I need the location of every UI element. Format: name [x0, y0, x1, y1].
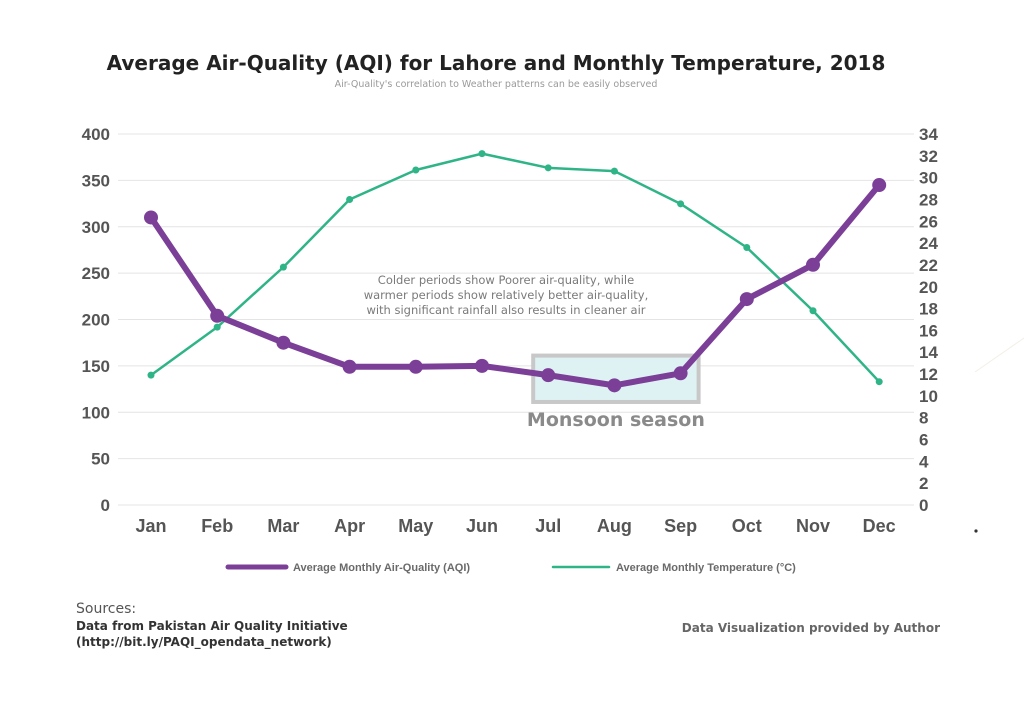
y-left-tick-label: 50 [91, 450, 110, 469]
monsoon-highlight-box [531, 353, 701, 404]
temperature-point[interactable] [346, 195, 354, 203]
annotation-line: with significant rainfall also results i… [366, 303, 645, 317]
gridlines [118, 133, 914, 506]
monsoon-label: Monsoon season [527, 409, 705, 431]
y-right-tick-label: 26 [919, 212, 938, 231]
x-tick-label: Aug [597, 516, 632, 536]
temperature-point[interactable] [677, 200, 685, 208]
y-right-tick-label: 4 [919, 452, 929, 471]
aqi-point[interactable] [607, 378, 622, 393]
sources-line-1: Data from Pakistan Air Quality Initiativ… [76, 619, 348, 633]
sources-line-2[interactable]: (http://bit.ly/PAQI_opendata_network) [76, 635, 332, 649]
monsoon-highlight: Monsoon season [527, 353, 705, 431]
sources-label: Sources: [76, 601, 137, 617]
y-right-tick-label: 14 [919, 343, 938, 362]
y-right-tick-label: 6 [919, 431, 928, 450]
y-right-tick-label: 0 [919, 496, 928, 515]
series-temperature [147, 150, 883, 386]
visualization-credit: Data Visualization provided by Author [681, 621, 940, 635]
aqi-point[interactable] [541, 368, 556, 383]
temperature-point[interactable] [610, 167, 618, 175]
aqi-line [148, 182, 883, 389]
temperature-point[interactable] [478, 150, 486, 158]
x-tick-label: Mar [267, 516, 299, 536]
temperature-point[interactable] [147, 371, 155, 379]
x-tick-label: Nov [796, 516, 830, 536]
y-right-tick-label: 20 [919, 278, 938, 297]
temperature-point[interactable] [279, 263, 287, 271]
y-right-tick-label: 12 [919, 365, 938, 384]
aqi-point[interactable] [673, 366, 688, 381]
aqi-point[interactable] [739, 292, 754, 307]
y-left-tick-label: 350 [82, 171, 110, 190]
x-tick-label: Dec [863, 516, 896, 536]
aqi-point[interactable] [806, 257, 820, 272]
y-left-tick-label: 250 [82, 264, 110, 283]
y-right-tick-label: 8 [919, 409, 928, 428]
aqi-point[interactable] [408, 359, 423, 374]
series-aqi [144, 178, 887, 393]
y-left-tick-label: 100 [82, 403, 110, 422]
aqi-point[interactable] [144, 210, 158, 225]
legend-label: Average Monthly Air-Quality (AQI) [293, 562, 470, 574]
temperature-line [149, 152, 881, 383]
y-right-tick-label: 10 [919, 387, 938, 406]
annotation-line: warmer periods show relatively better ai… [364, 288, 649, 302]
y-axis-left: 0 50 100 150 200 250 300 350 400 [82, 125, 110, 515]
y-left-tick-label: 0 [101, 496, 110, 515]
y-right-tick-label: 2 [919, 474, 928, 493]
x-tick-label: Feb [201, 516, 233, 536]
stray-dot [974, 529, 978, 533]
y-right-tick-label: 18 [919, 300, 938, 319]
aqi-point[interactable] [276, 335, 291, 350]
aqi-point[interactable] [210, 308, 225, 323]
x-tick-label: Jul [535, 516, 561, 536]
x-tick-label: Sep [664, 516, 697, 536]
y-right-tick-label: 22 [919, 256, 938, 275]
annotation-line: Colder periods show Poorer air-quality, … [378, 273, 634, 287]
x-axis: Jan Feb Mar Apr May Jun Jul Aug Sep Oct Nov Dec [135, 516, 895, 536]
x-tick-label: May [398, 516, 433, 536]
chart-title: Average Air-Quality (AQI) for Lahore and… [107, 51, 886, 75]
x-tick-label: Oct [732, 516, 762, 536]
temperature-point[interactable] [875, 378, 883, 386]
y-right-tick-label: 34 [919, 125, 938, 144]
y-right-tick-label: 24 [919, 234, 938, 253]
x-tick-label: Apr [334, 516, 365, 536]
y-left-tick-label: 150 [82, 357, 110, 376]
chart-annotation: Colder periods show Poorer air-quality, … [364, 273, 649, 317]
aqi-point[interactable] [872, 178, 887, 193]
y-left-tick-label: 200 [82, 311, 110, 330]
legend-label: Average Monthly Temperature (°C) [616, 562, 796, 574]
temperature-point[interactable] [213, 323, 221, 331]
chart-subtitle: Air-Quality's correlation to Weather pat… [335, 79, 658, 90]
decorative-line [974, 337, 1024, 373]
y-right-tick-label: 28 [919, 190, 938, 209]
y-right-tick-label: 32 [919, 147, 938, 166]
aqi-point[interactable] [475, 358, 489, 373]
y-left-tick-label: 400 [82, 125, 110, 144]
temperature-point[interactable] [544, 164, 552, 172]
temperature-point[interactable] [743, 243, 751, 251]
temperature-point[interactable] [809, 307, 817, 315]
y-right-tick-label: 16 [919, 321, 938, 340]
legend: Average Monthly Air-Quality (AQI) Average… [225, 562, 796, 574]
x-tick-label: Jan [135, 516, 166, 536]
y-right-tick-label: 30 [919, 169, 938, 188]
x-tick-label: Jun [466, 516, 498, 536]
aqi-point[interactable] [342, 359, 357, 374]
series-layer [144, 150, 887, 393]
y-left-tick-label: 300 [82, 218, 110, 237]
temperature-point[interactable] [412, 166, 420, 174]
